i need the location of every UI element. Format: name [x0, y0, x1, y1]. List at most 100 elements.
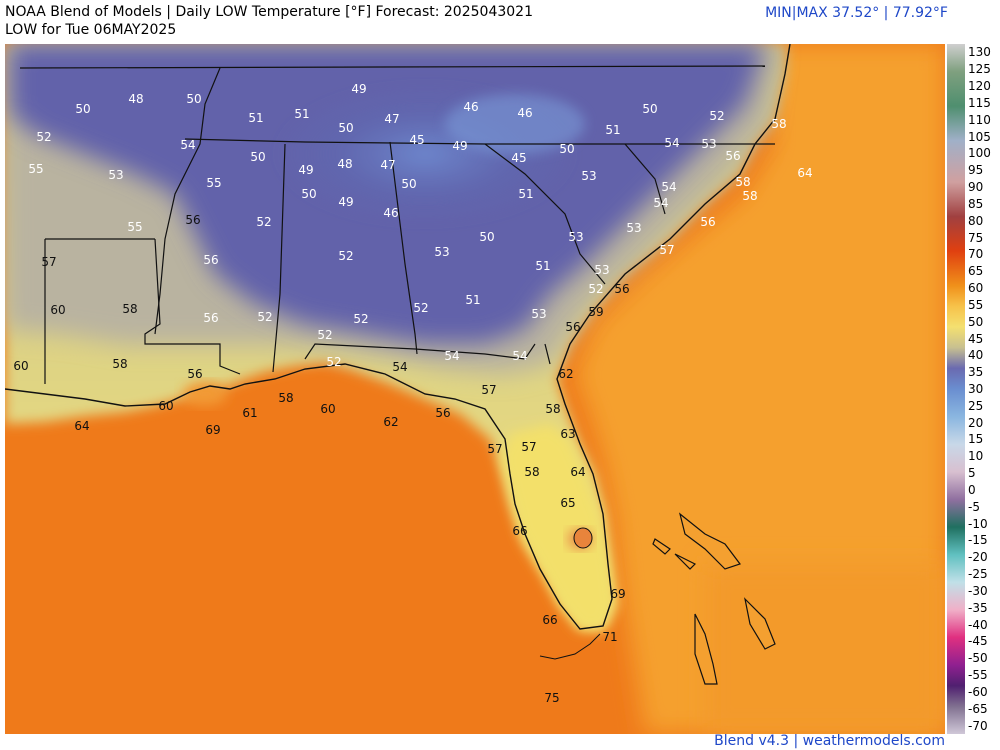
temp-label: 50: [250, 150, 266, 164]
footer-credit[interactable]: Blend v4.3 | weathermodels.com: [714, 733, 945, 749]
temp-label: 54: [512, 349, 528, 363]
temp-label: 56: [614, 282, 630, 296]
temperature-map[interactable]: 49 50 48 50 46 46 50 52 58 51 51 50 47 51 52 54 45 49 50 54…: [5, 44, 945, 734]
temp-label: 64: [797, 166, 813, 180]
temp-label: 54: [180, 138, 196, 152]
temp-label: 45: [409, 133, 425, 147]
temp-label: 52: [338, 249, 354, 263]
legend-tick: 75: [968, 230, 984, 245]
legend-tick: 100: [968, 146, 991, 161]
temp-label: 49: [452, 139, 468, 153]
legend-tick: 90: [968, 180, 984, 195]
temp-label: 52: [353, 312, 369, 326]
legend-tick: -30: [968, 583, 988, 598]
legend-tick: -55: [968, 668, 988, 683]
temp-label: 57: [521, 440, 537, 454]
legend-tick: 80: [968, 213, 984, 228]
temp-label: 50: [559, 142, 575, 156]
temp-label: 75: [544, 691, 560, 705]
temp-label: 52: [413, 301, 429, 315]
temp-label: 49: [351, 82, 367, 96]
map-subtitle: LOW for Tue 06MAY2025: [5, 22, 177, 38]
temp-label: 62: [383, 415, 399, 429]
legend-tick: 5: [968, 466, 976, 481]
temp-label: 71: [602, 630, 618, 644]
color-legend: 130 125 120 115 110 105 100 95 90 85 80 75 70 65 60 55 5…: [947, 44, 1000, 734]
legend-tick: 120: [968, 79, 991, 94]
legend-tick: 10: [968, 449, 984, 464]
legend-tick: 55: [968, 297, 984, 312]
legend-tick: 110: [968, 112, 991, 127]
legend-tick: -5: [968, 499, 980, 514]
temp-label: 52: [709, 109, 725, 123]
temp-label: 50: [75, 102, 91, 116]
legend-tick: -35: [968, 600, 988, 615]
temp-label: 52: [36, 130, 52, 144]
temp-label: 55: [127, 220, 143, 234]
temp-label: 58: [545, 402, 561, 416]
temp-label: 58: [122, 302, 138, 316]
temp-label: 64: [74, 419, 90, 433]
temp-label: 51: [518, 187, 534, 201]
legend-tick: 20: [968, 415, 984, 430]
atlantic-water: [575, 44, 945, 734]
temp-label: 64: [570, 465, 586, 479]
legend-tick: 45: [968, 331, 984, 346]
florida-keys: [539, 633, 601, 660]
temp-label: 58: [112, 357, 128, 371]
temp-label: 51: [465, 293, 481, 307]
temp-label: 47: [384, 112, 400, 126]
coastline: [5, 44, 791, 630]
temp-label: 57: [487, 442, 503, 456]
temp-label: 57: [481, 383, 497, 397]
legend-tick: -60: [968, 684, 988, 699]
temp-label: 50: [642, 102, 658, 116]
temp-label: 55: [28, 162, 44, 176]
temp-label: 63: [560, 427, 576, 441]
state-borders: [19, 65, 775, 384]
temp-label: 69: [610, 587, 626, 601]
temp-label: 52: [588, 282, 604, 296]
temp-label: 53: [108, 168, 124, 182]
legend-tick: 125: [968, 62, 991, 77]
temp-label: 49: [298, 163, 314, 177]
temp-label: 60: [13, 359, 29, 373]
legend-tick: 35: [968, 365, 984, 380]
temp-label: 57: [659, 243, 675, 257]
temp-label: 47: [380, 158, 396, 172]
temp-label: 56: [187, 367, 203, 381]
temp-label: 60: [320, 402, 336, 416]
legend-tick: 0: [968, 482, 976, 497]
legend-tick: -25: [968, 567, 988, 582]
temp-label: 51: [605, 123, 621, 137]
temp-label: 53: [626, 221, 642, 235]
legend-tick: -40: [968, 617, 988, 632]
temp-label: 56: [203, 311, 219, 325]
legend-tick: 25: [968, 398, 984, 413]
legend-color-bar: [947, 44, 965, 734]
legend-tick: -20: [968, 550, 988, 565]
temp-label: 69: [205, 423, 221, 437]
legend-tick: 115: [968, 95, 991, 110]
temp-label: 60: [50, 303, 66, 317]
map-title: NOAA Blend of Models | Daily LOW Tempera…: [5, 4, 533, 20]
temp-label: 53: [434, 245, 450, 259]
temp-label: 45: [511, 151, 527, 165]
temp-label: 56: [435, 406, 451, 420]
temp-label: 58: [524, 465, 540, 479]
temp-label: 52: [326, 355, 342, 369]
temp-label: 54: [653, 196, 669, 210]
bahamas-islands: [652, 512, 776, 685]
legend-tick: 15: [968, 432, 984, 447]
temp-label: 59: [588, 305, 604, 319]
temp-label: 48: [128, 92, 144, 106]
min-max-readout: MIN|MAX 37.52° | 77.92°F: [765, 5, 948, 21]
legend-tick: -15: [968, 533, 988, 548]
temp-label: 52: [256, 215, 272, 229]
temp-label: 54: [444, 349, 460, 363]
map-canvas: [5, 44, 945, 734]
temp-label: 49: [338, 195, 354, 209]
temp-label: 54: [661, 180, 677, 194]
legend-tick: 130: [968, 45, 991, 60]
legend-tick: 40: [968, 348, 984, 363]
